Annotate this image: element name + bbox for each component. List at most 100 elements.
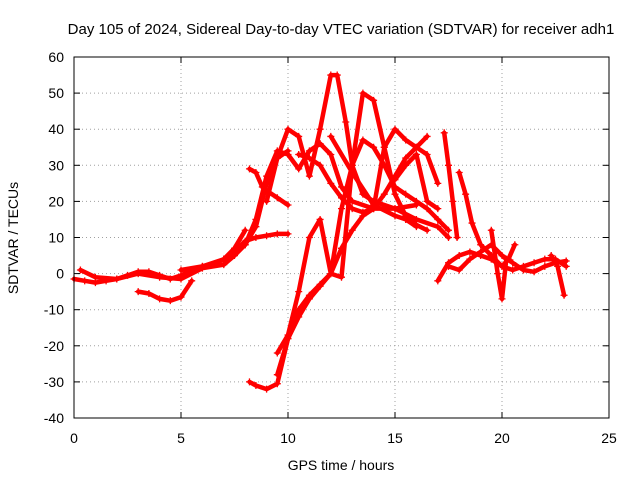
data-point (338, 273, 345, 281)
data-point (434, 215, 442, 223)
data-series (70, 71, 570, 393)
data-point (391, 176, 399, 184)
data-point (273, 154, 281, 162)
data-point (316, 280, 324, 288)
data-point (359, 208, 367, 216)
data-point (477, 241, 485, 249)
data-point (241, 237, 249, 245)
plot-frame (73, 56, 610, 419)
data-point (402, 161, 410, 169)
data-point (91, 273, 99, 281)
data-point (391, 125, 399, 133)
series-line (441, 130, 460, 240)
data-point (541, 262, 549, 270)
data-point (177, 266, 185, 274)
data-point (134, 288, 142, 296)
data-point (305, 234, 313, 241)
data-point (519, 266, 527, 274)
series-track-4 (134, 277, 196, 305)
data-point (423, 197, 431, 205)
data-point (445, 161, 452, 169)
data-point (198, 262, 206, 270)
data-point (258, 183, 266, 191)
data-point (494, 270, 502, 278)
data-point (295, 150, 303, 158)
data-point (423, 132, 431, 140)
data-point (455, 252, 463, 260)
data-point (316, 161, 324, 169)
series-line (296, 126, 441, 215)
data-point (487, 226, 495, 234)
data-point (284, 230, 292, 238)
data-point (273, 380, 281, 388)
data-point (509, 259, 517, 267)
y-axis-label: SDTVAR / TECUs (5, 182, 21, 294)
axis-ticks: 0 5 10 15 20 25 -40 -30 -20 -10 0 10 20 30 40 50 60 (44, 49, 617, 446)
data-point (547, 252, 555, 260)
data-point (263, 385, 271, 393)
series-line (247, 134, 430, 392)
data-point (453, 234, 461, 241)
data-point (434, 179, 442, 187)
data-point (449, 197, 457, 205)
data-point (423, 150, 431, 158)
data-point (402, 154, 410, 162)
data-point (348, 205, 356, 213)
data-point (498, 252, 506, 260)
data-point (220, 255, 228, 263)
data-point (391, 205, 399, 213)
data-point (434, 205, 442, 213)
series-track-14 (440, 129, 461, 241)
x-tick-label: 10 (280, 430, 296, 446)
data-point (412, 143, 420, 151)
data-point (402, 190, 410, 198)
series-track-13 (391, 150, 442, 213)
data-point (295, 288, 303, 296)
data-point (391, 190, 399, 198)
series-track-8 (273, 136, 452, 379)
series-line (489, 228, 509, 302)
data-point (359, 136, 367, 144)
data-point (511, 241, 519, 249)
data-point (252, 169, 260, 177)
data-point (370, 96, 378, 104)
data-point (445, 234, 452, 241)
data-point (273, 349, 281, 357)
data-point (156, 295, 164, 303)
data-point (273, 230, 281, 238)
data-point (134, 270, 142, 278)
data-point (477, 248, 485, 256)
series-track-19 (547, 252, 568, 299)
data-point (284, 125, 292, 133)
data-point (412, 197, 420, 205)
data-point (263, 172, 271, 180)
data-point (348, 226, 356, 234)
y-tick-label: 30 (48, 157, 64, 173)
data-point (263, 232, 271, 240)
data-point (145, 289, 153, 297)
series-track-10 (273, 89, 431, 357)
data-point (241, 226, 249, 234)
data-point (380, 190, 388, 198)
data-point (252, 234, 260, 241)
data-point (380, 143, 388, 151)
data-point (455, 266, 463, 274)
data-point (502, 255, 510, 263)
data-point (348, 169, 356, 177)
data-point (554, 262, 562, 270)
data-point (402, 215, 410, 223)
chart-title: Day 105 of 2024, Sidereal Day-to-day VTE… (68, 21, 615, 38)
data-point (402, 136, 410, 144)
data-point (305, 172, 313, 180)
data-point (166, 297, 174, 305)
x-tick-label: 5 (177, 430, 185, 446)
data-point (509, 266, 517, 274)
data-point (455, 169, 463, 177)
data-point (434, 223, 442, 231)
data-point (391, 212, 399, 220)
data-point (316, 215, 324, 223)
data-point (530, 259, 538, 267)
data-point (81, 277, 89, 285)
data-point (530, 268, 538, 276)
